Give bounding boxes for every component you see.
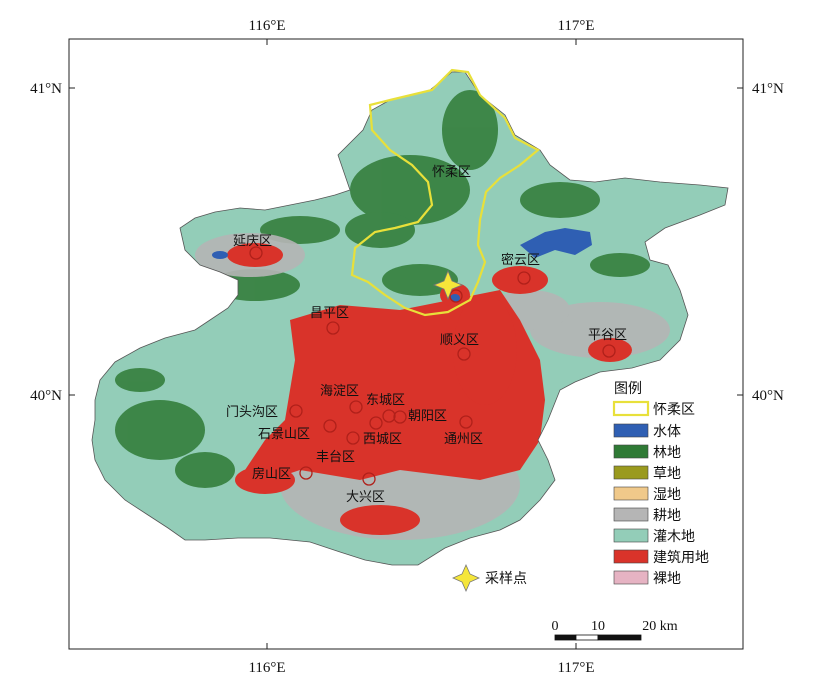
scale-segment-1 [554, 634, 577, 641]
legend-label-water: 水体 [653, 424, 681, 440]
right-lat-label-41: 41°N [752, 81, 784, 97]
legend-swatch-built-up [613, 549, 649, 564]
legend-swatch-forest [613, 444, 649, 459]
sample-circle-pinggu [602, 344, 616, 358]
legend-swatch-bare-land [613, 570, 649, 585]
label-shunyi: 顺义区 [440, 333, 479, 348]
legend-item-farmland: 耕地 [613, 507, 681, 524]
legend-label-wetland: 湿地 [653, 487, 681, 503]
label-fengtai: 丰台区 [316, 450, 355, 465]
sample-circle-haidian [349, 400, 363, 414]
legend-label-huairou: 怀柔区 [653, 402, 695, 418]
legend-label-shrubland: 灌木地 [653, 529, 695, 545]
sample-circle-daxing [362, 472, 376, 486]
left-lat-label-40: 40°N [30, 388, 62, 404]
sample-circle-changping [326, 321, 340, 335]
legend-title: 图例 [614, 381, 642, 397]
label-tongzhou: 通州区 [444, 432, 483, 447]
beijing-boundary [91, 71, 729, 566]
legend-swatch-wetland [613, 486, 649, 501]
legend-label-forest: 林地 [653, 445, 681, 461]
sample-circle-tongzhou [459, 415, 473, 429]
label-yanqing: 延庆区 [233, 234, 272, 249]
legend-label-bare-land: 裸地 [653, 571, 681, 587]
sampling-point-legend-star-icon [452, 564, 480, 592]
label-fangshan: 房山区 [252, 466, 291, 482]
sample-circle-yanqing [249, 246, 263, 260]
legend-item-built-up: 建筑用地 [613, 549, 709, 566]
scale-label-20: 20 km [642, 619, 678, 634]
legend-swatch-shrubland [613, 528, 649, 543]
legend-item-forest: 林地 [613, 444, 681, 461]
legend-label-farmland: 耕地 [653, 507, 681, 524]
legend-swatch-huairou [612, 400, 650, 417]
district-labels: 怀柔区 延庆区 密云区 昌平区 顺义区 平谷区 海淀区 东城区 门头沟区 朝阳区… [226, 165, 627, 505]
sample-circle-miyun [517, 271, 531, 285]
sampling-markers [249, 246, 616, 486]
label-pinggu: 平谷区 [588, 328, 627, 343]
label-huairou: 怀柔区 [432, 165, 471, 180]
scale-label-0: 0 [552, 619, 559, 634]
label-shijingshan: 石景山区 [258, 427, 310, 442]
scale-segment-3 [597, 634, 642, 641]
label-haidian: 海淀区 [320, 384, 359, 399]
sampling-point-legend: 采样点 [452, 564, 527, 592]
label-mentougou: 门头沟区 [226, 405, 278, 420]
scale-bar: 0 10 20 km [552, 619, 678, 641]
label-xicheng: 西城区 [363, 432, 402, 447]
sampling-point-label: 采样点 [485, 571, 527, 587]
legend-label-grassland: 草地 [653, 466, 681, 482]
sample-circle-xicheng2 [346, 431, 360, 445]
sample-circle-mentougou [289, 404, 303, 418]
frame-ticks [69, 39, 743, 649]
legend-item-wetland: 湿地 [613, 486, 681, 503]
sample-circle-huairou [449, 289, 463, 303]
legend-swatch-grassland [613, 465, 649, 480]
sample-circle-xicheng [369, 416, 383, 430]
bottom-lon-label-116: 116°E [248, 660, 285, 676]
top-lon-label-117: 117°E [557, 18, 594, 34]
label-dongcheng: 东城区 [366, 393, 405, 408]
legend-item-bare-land: 裸地 [613, 570, 681, 587]
huairou-boundary [350, 68, 540, 317]
legend-item-huairou: 怀柔区 [612, 400, 695, 418]
legend: 图例 怀柔区 水体 林地 草地 湿地 耕地 灌木地 [612, 381, 709, 587]
legend-swatch-water [613, 423, 649, 438]
bottom-lon-label-117: 117°E [557, 660, 594, 676]
sample-circle-fangshan [299, 466, 313, 480]
scale-segment-2 [575, 634, 599, 641]
label-chaoyang: 朝阳区 [408, 409, 447, 424]
label-changping: 昌平区 [310, 306, 349, 321]
top-lon-label-116: 116°E [248, 18, 285, 34]
legend-swatch-farmland [613, 507, 649, 522]
legend-item-water: 水体 [613, 423, 681, 440]
sample-circle-shunyi [457, 347, 471, 361]
legend-item-grassland: 草地 [613, 465, 681, 482]
legend-label-built-up: 建筑用地 [653, 550, 709, 566]
right-lat-label-40: 40°N [752, 388, 784, 404]
scale-label-10: 10 [591, 619, 605, 634]
sample-circle-shijingshan [323, 419, 337, 433]
sample-circle-dongcheng [382, 409, 396, 423]
legend-item-shrubland: 灌木地 [613, 528, 695, 545]
sample-circle-chaoyang [393, 410, 407, 424]
left-lat-label-41: 41°N [30, 81, 62, 97]
label-miyun: 密云区 [501, 252, 540, 268]
label-daxing: 大兴区 [346, 490, 385, 505]
sampling-point-star-icon [432, 269, 464, 301]
